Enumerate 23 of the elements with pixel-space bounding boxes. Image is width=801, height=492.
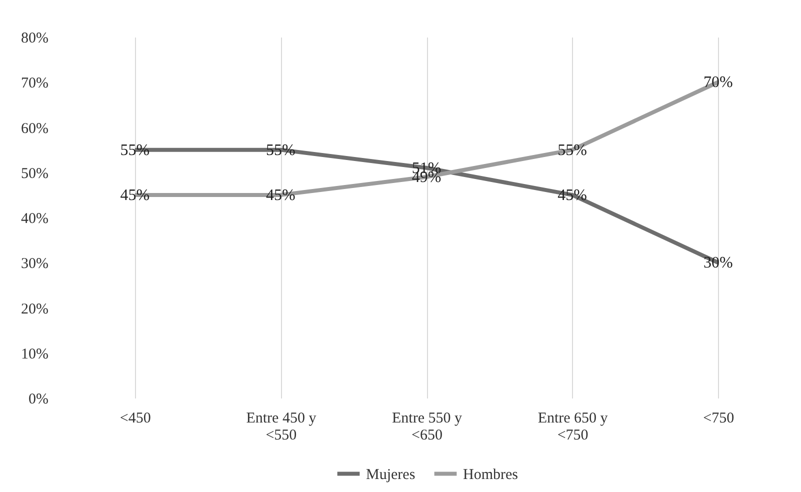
y-tick-label: 20% — [21, 301, 48, 318]
x-tick-label: Entre 550 y <650 — [392, 410, 462, 444]
y-tick-label: 80% — [21, 30, 48, 46]
y-tick-label: 10% — [21, 346, 48, 362]
data-label: 45% — [120, 186, 150, 204]
x-tick-label: <450 — [120, 410, 151, 426]
y-tick-label: 0% — [28, 392, 48, 408]
y-tick-label: 40% — [21, 211, 48, 227]
x-tick-label: <750 — [703, 410, 734, 426]
y-tick-label: 50% — [21, 166, 48, 182]
y-tick-label: 70% — [21, 76, 48, 92]
x-tick-label: Entre 450 y <550 — [246, 410, 317, 444]
y-tick-label: 30% — [21, 256, 48, 272]
x-tick-label: Entre 650 y <750 — [538, 410, 608, 444]
legend-label: Hombres — [463, 466, 518, 483]
data-label: 55% — [558, 142, 587, 159]
data-label: 45% — [266, 186, 296, 204]
y-tick-label: 60% — [21, 120, 48, 137]
data-label: 70% — [703, 74, 733, 92]
data-label: 30% — [703, 254, 733, 272]
legend-label: Mujeres — [366, 466, 416, 483]
data-label: 55% — [266, 142, 296, 159]
data-label: 55% — [120, 142, 150, 159]
